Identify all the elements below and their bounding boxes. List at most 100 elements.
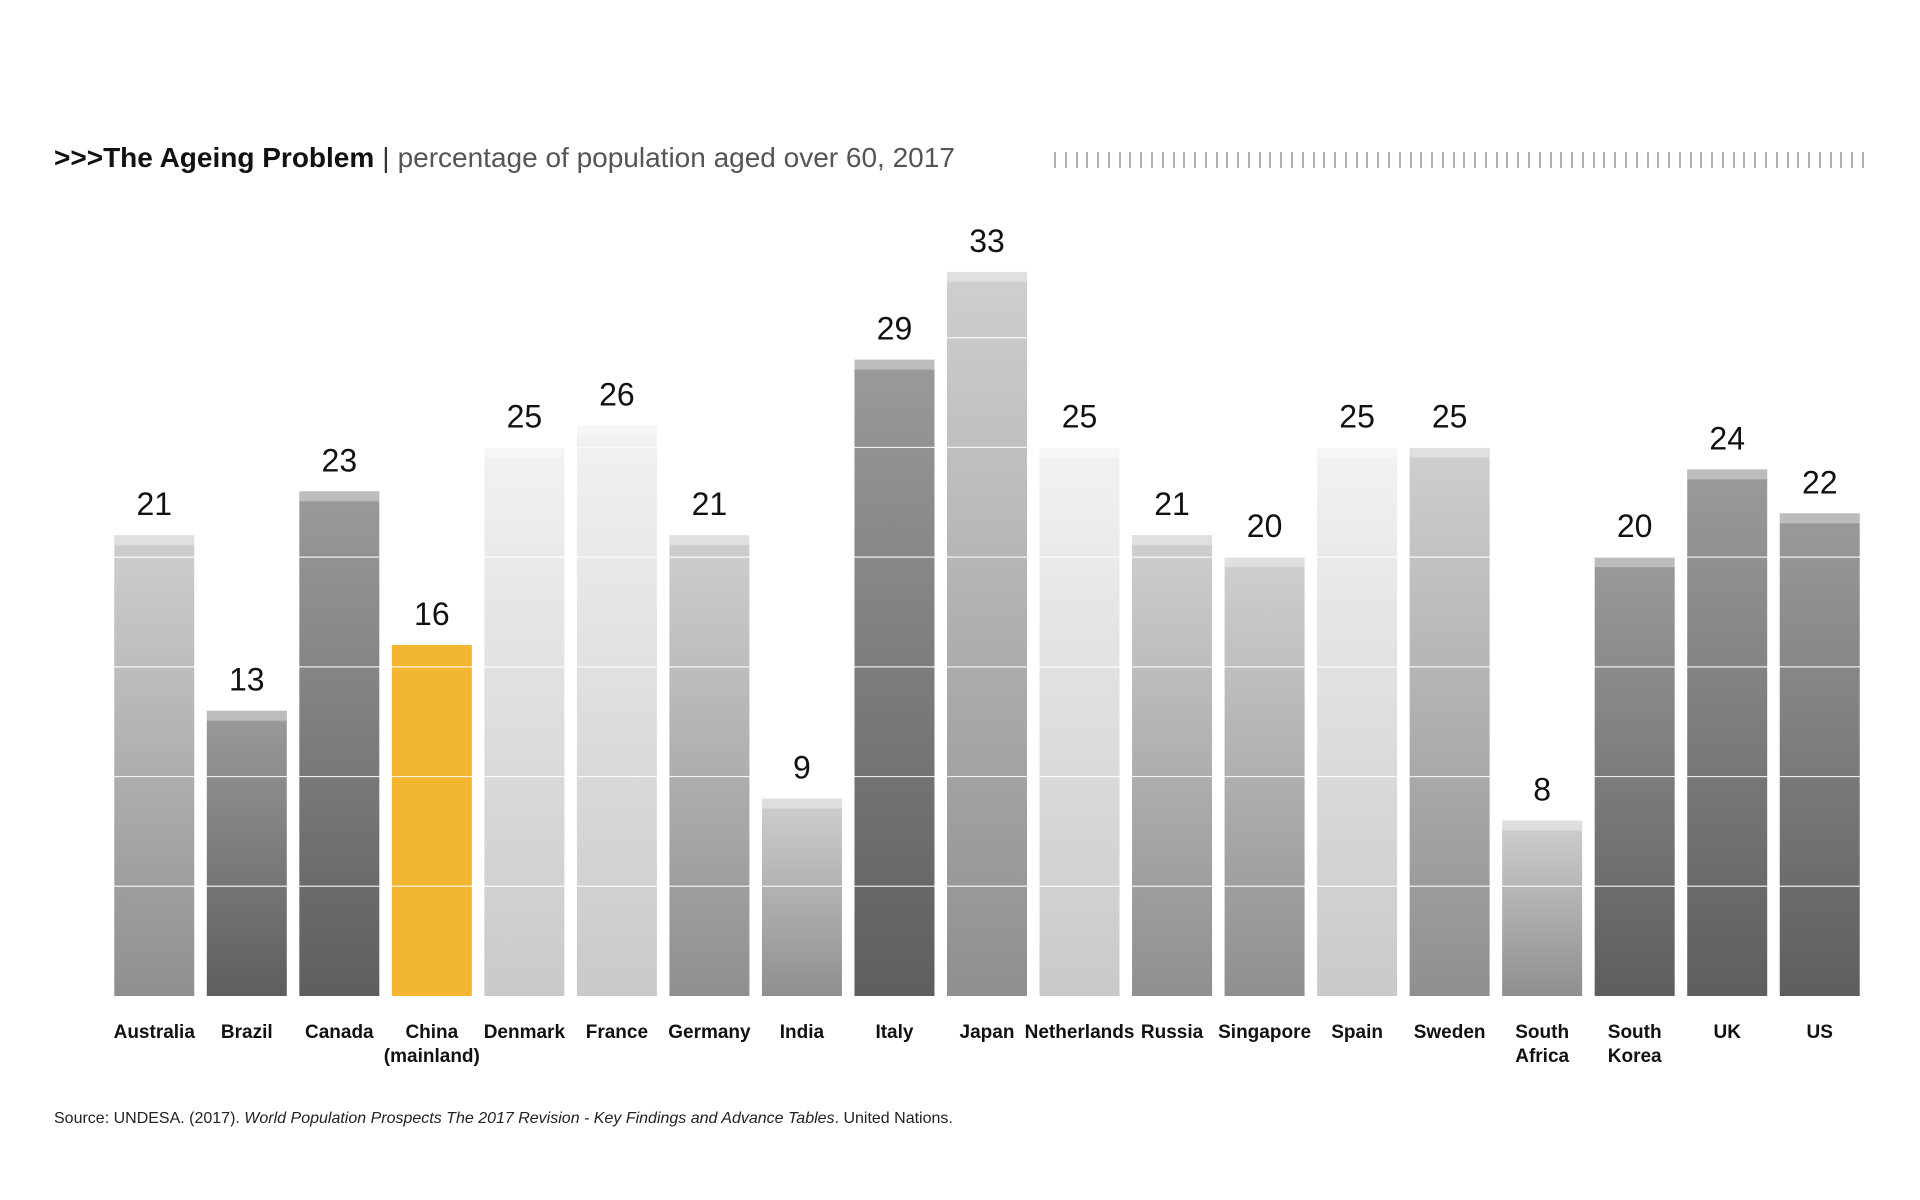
category-label: Denmark bbox=[484, 1022, 566, 1043]
bar-value-label: 25 bbox=[1339, 398, 1375, 434]
bars-layer bbox=[114, 271, 1860, 997]
decorative-tick bbox=[1140, 152, 1143, 168]
category-label: Spain bbox=[1331, 1022, 1383, 1043]
decorative-tick bbox=[1700, 152, 1703, 168]
decorative-tick bbox=[1301, 152, 1304, 168]
category-label: South Korea bbox=[1608, 1022, 1662, 1067]
bar-top-band bbox=[1224, 557, 1305, 568]
decorative-tick bbox=[1689, 152, 1692, 168]
category-label-line: Netherlands bbox=[1025, 1022, 1135, 1043]
decorative-tick bbox=[1366, 152, 1369, 168]
decorative-tick bbox=[1657, 152, 1660, 168]
decorative-tick bbox=[1495, 152, 1498, 168]
decorative-tick bbox=[1097, 152, 1100, 168]
decorative-tick bbox=[1377, 152, 1380, 168]
decorative-tick bbox=[1129, 152, 1132, 168]
bar-value-label: 9 bbox=[793, 750, 811, 786]
decorative-tick bbox=[1711, 152, 1714, 168]
category-label-line: South bbox=[1608, 1022, 1662, 1043]
bar-top-band bbox=[1039, 447, 1120, 458]
category-label: Canada bbox=[305, 1022, 374, 1043]
bar bbox=[947, 271, 1027, 996]
decorative-tick bbox=[1194, 152, 1197, 168]
category-label: Netherlands bbox=[1025, 1022, 1135, 1043]
bar bbox=[1039, 447, 1120, 996]
bar bbox=[1502, 820, 1583, 996]
chart-subtitle: percentage of population aged over 60, 2… bbox=[397, 142, 955, 173]
decorative-tick bbox=[1754, 152, 1757, 168]
decorative-tick bbox=[1732, 152, 1735, 168]
bar bbox=[1779, 513, 1860, 996]
category-label-line: China bbox=[405, 1022, 458, 1043]
decorative-tick bbox=[1183, 152, 1186, 168]
decorative-tick bbox=[1829, 152, 1832, 168]
decorative-tick bbox=[1484, 152, 1487, 168]
bar-top-band bbox=[206, 710, 287, 721]
bar bbox=[1409, 447, 1490, 996]
decorative-tick bbox=[1592, 152, 1595, 168]
decorative-tick bbox=[1851, 152, 1854, 168]
category-label-line: US bbox=[1807, 1022, 1833, 1043]
category-label: Italy bbox=[875, 1022, 913, 1043]
title-prefix: >>> bbox=[54, 142, 104, 173]
decorative-tick bbox=[1355, 152, 1358, 168]
bar-value-label: 23 bbox=[322, 442, 358, 478]
bar-value-label: 33 bbox=[969, 223, 1005, 259]
category-label-line: India bbox=[780, 1022, 825, 1043]
bar-value-label: 24 bbox=[1709, 420, 1745, 456]
decorative-tick bbox=[1161, 152, 1164, 168]
category-label-line: Singapore bbox=[1218, 1022, 1311, 1043]
bar-top-band bbox=[1132, 535, 1213, 546]
decorative-tick bbox=[1560, 152, 1563, 168]
bar-value-label: 20 bbox=[1617, 508, 1653, 544]
bar-value-label: 13 bbox=[229, 662, 265, 698]
decorative-tick bbox=[1581, 152, 1584, 168]
decorative-tick bbox=[1323, 152, 1326, 168]
bar bbox=[484, 447, 565, 996]
bar-value-label: 22 bbox=[1802, 464, 1838, 500]
bar-value-label: 25 bbox=[507, 398, 543, 434]
source-prefix: Source: UNDESA. (2017). bbox=[54, 1110, 245, 1127]
category-label: India bbox=[780, 1022, 825, 1043]
bar bbox=[1317, 447, 1398, 996]
decorative-tick bbox=[1786, 152, 1789, 168]
decorative-tick bbox=[1075, 152, 1078, 168]
decorative-tick bbox=[1452, 152, 1455, 168]
category-label-line: France bbox=[586, 1022, 648, 1043]
source-title: World Population Prospects The 2017 Revi… bbox=[244, 1110, 835, 1127]
category-label-line: Australia bbox=[114, 1022, 196, 1043]
decorative-tick bbox=[1678, 152, 1681, 168]
decorative-tick bbox=[1150, 152, 1153, 168]
decorative-tick bbox=[1549, 152, 1552, 168]
decorative-tick bbox=[1258, 152, 1261, 168]
bar bbox=[206, 710, 287, 996]
decorative-tick bbox=[1668, 152, 1671, 168]
decorative-tick bbox=[1538, 152, 1541, 168]
bar-value-label: 29 bbox=[877, 311, 913, 347]
source-note: Source: UNDESA. (2017). World Population… bbox=[54, 1110, 953, 1128]
bar bbox=[576, 425, 657, 996]
bar-top-band bbox=[1502, 820, 1583, 831]
decorative-tick bbox=[1808, 152, 1811, 168]
bar-top-band bbox=[1687, 469, 1768, 480]
category-label: South Africa bbox=[1515, 1022, 1569, 1067]
category-label: Singapore bbox=[1218, 1022, 1311, 1043]
category-label-line: South bbox=[1515, 1022, 1569, 1043]
category-label: Japan bbox=[960, 1022, 1015, 1043]
bar-top-band bbox=[669, 535, 750, 546]
bar-top-band bbox=[576, 425, 657, 436]
category-label-line: Japan bbox=[960, 1022, 1015, 1043]
decorative-tick bbox=[1107, 152, 1110, 168]
value-labels: 21 13 23 16 25 26 21 9 29 33 25 21 20 25 25 8 20 24 22 bbox=[136, 223, 1837, 808]
bar-top-band bbox=[484, 447, 565, 458]
decorative-tick bbox=[1862, 152, 1864, 168]
decorative-tick bbox=[1463, 152, 1466, 168]
category-label-line: Denmark bbox=[484, 1022, 566, 1043]
category-label: Brazil bbox=[221, 1022, 273, 1043]
category-label: Russia bbox=[1141, 1022, 1204, 1043]
chart-title: The Ageing Problem bbox=[103, 142, 375, 173]
bar-value-label: 21 bbox=[1154, 486, 1190, 522]
bar bbox=[1687, 469, 1768, 996]
bar-top-band bbox=[1779, 513, 1860, 524]
